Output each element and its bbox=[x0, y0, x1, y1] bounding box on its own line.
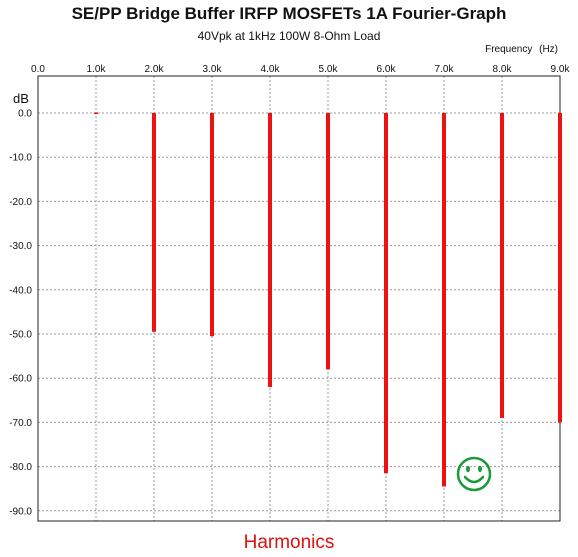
x-tick-label: 6.0k bbox=[377, 64, 397, 75]
y-tick-label: 0.0 bbox=[18, 109, 32, 120]
y-tick-label: -10.0 bbox=[9, 153, 32, 164]
y-tick-label: -90.0 bbox=[9, 506, 32, 517]
chart-subtitle: 40Vpk at 1kHz 100W 8-Ohm Load bbox=[197, 29, 381, 43]
chart-footer: Harmonics bbox=[243, 532, 335, 553]
y-tick-label: -80.0 bbox=[9, 462, 32, 473]
x-tick-label: 7.0k bbox=[435, 64, 455, 75]
y-tick-label: -30.0 bbox=[9, 241, 32, 252]
y-tick-label: -60.0 bbox=[9, 374, 32, 385]
x-tick-label: 9.0k bbox=[551, 64, 571, 75]
smiley-outline bbox=[456, 456, 492, 492]
x-tick-label: 1.0k bbox=[87, 64, 107, 75]
chart-title: SE/PP Bridge Buffer IRFP MOSFETs 1A Four… bbox=[71, 4, 507, 23]
x-tick-label: 4.0k bbox=[261, 64, 281, 75]
harmonic-bar bbox=[152, 113, 156, 332]
plot-frame bbox=[37, 75, 561, 522]
x-axis-label: Frequency (Hz) bbox=[485, 44, 558, 55]
harmonic-bar bbox=[500, 113, 504, 418]
x-tick-label: 2.0k bbox=[145, 64, 165, 75]
harmonic-bar bbox=[326, 113, 330, 370]
harmonic-bar bbox=[558, 113, 562, 423]
x-tick-labels: 0.0 1.0k 2.0k 3.0k 4.0k 5.0k 6.0k 7.0k 8.0k 9.0k bbox=[31, 64, 570, 75]
plot-border bbox=[37, 75, 561, 522]
harmonic-bar bbox=[94, 112, 98, 114]
y-tick-label: -20.0 bbox=[9, 197, 32, 208]
y-axis-label: dB bbox=[13, 91, 29, 106]
harmonic-bar bbox=[210, 113, 214, 337]
y-tick-labels: 0.0 -10.0 -20.0 -30.0 -40.0 -50.0 -60.0 -70.0 -8… bbox=[9, 109, 32, 518]
harmonic-bar bbox=[268, 113, 272, 388]
x-tick-label: 0.0 bbox=[31, 64, 45, 75]
harmonic-bar bbox=[442, 113, 446, 487]
smiley-eye bbox=[466, 465, 470, 473]
x-tick-label: 3.0k bbox=[203, 64, 223, 75]
harmonic-bars bbox=[94, 112, 562, 487]
x-tick-label: 5.0k bbox=[319, 64, 339, 75]
x-tick-label: 8.0k bbox=[493, 64, 513, 75]
y-tick-label: -70.0 bbox=[9, 418, 32, 429]
smiley-face-icon bbox=[456, 456, 492, 492]
harmonic-bar bbox=[384, 113, 388, 474]
y-tick-label: -40.0 bbox=[9, 285, 32, 296]
smiley-eye bbox=[478, 465, 482, 473]
smiley-mouth bbox=[463, 475, 485, 484]
y-tick-label: -50.0 bbox=[9, 330, 32, 341]
grid-lines bbox=[37, 76, 561, 521]
